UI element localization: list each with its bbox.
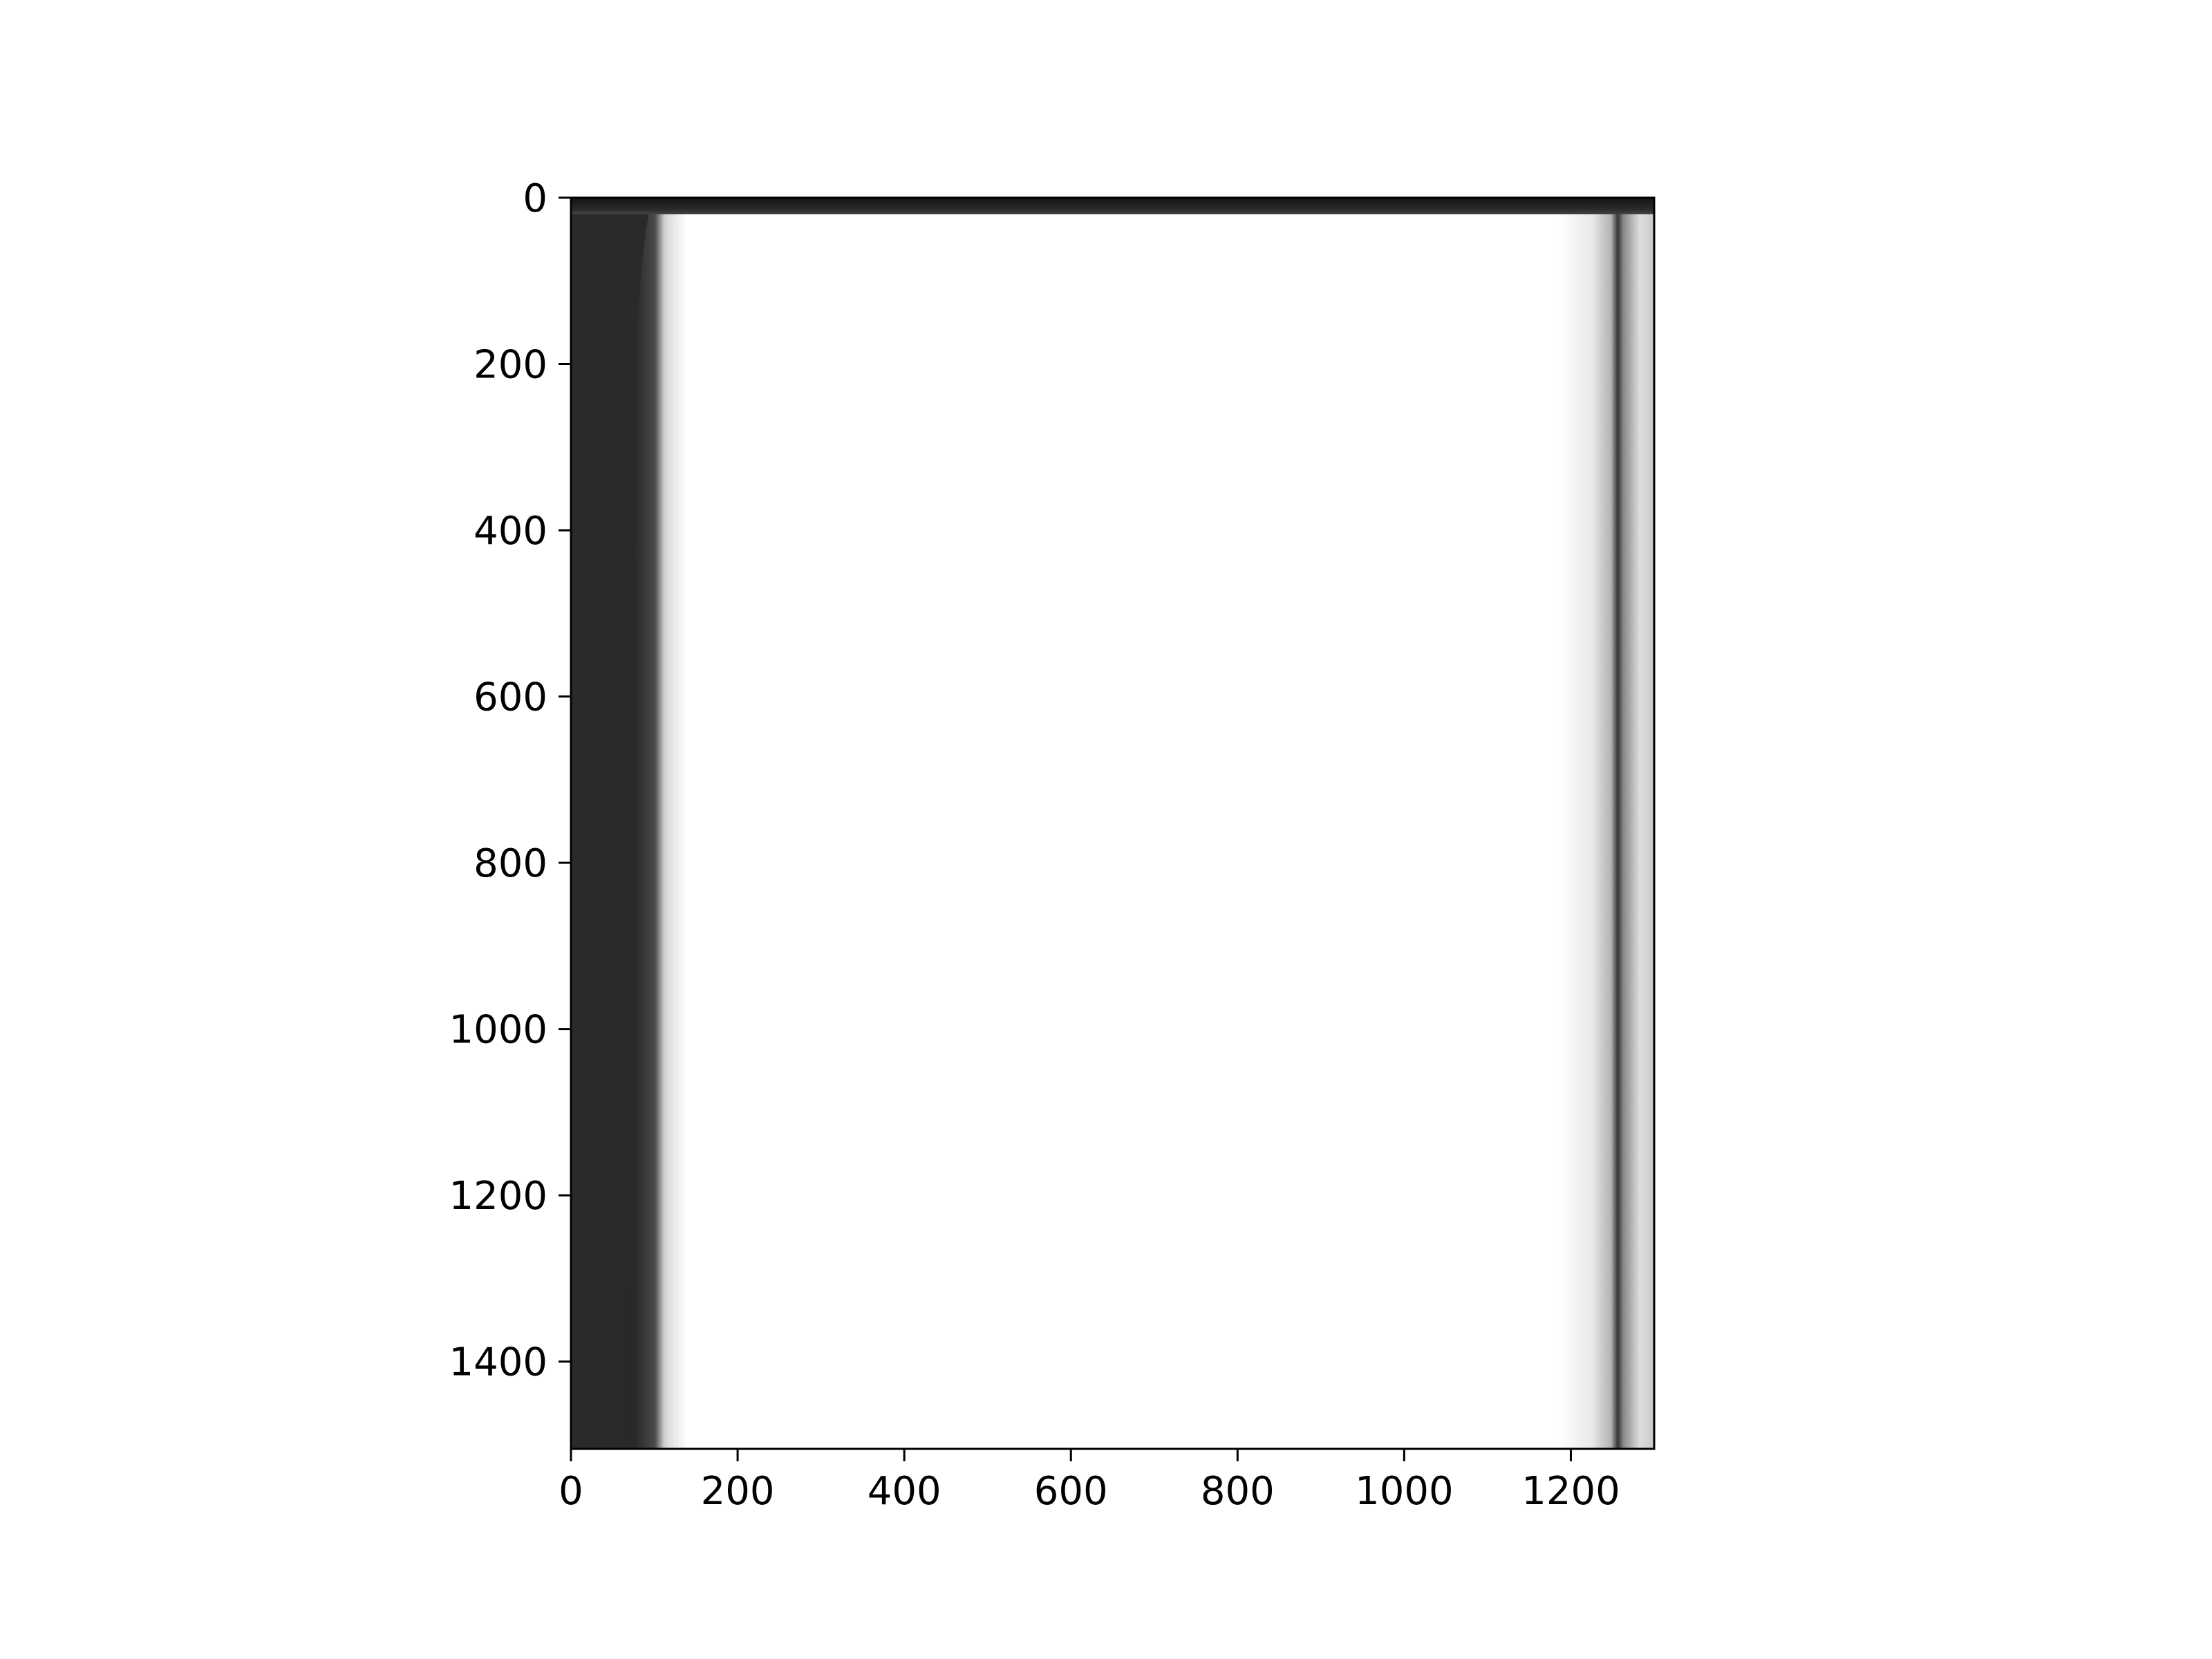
x-tick-label: 600 bbox=[1034, 1469, 1108, 1514]
x-tick-label: 1200 bbox=[1521, 1469, 1620, 1514]
x-tick-label: 0 bbox=[559, 1469, 583, 1514]
y-axis: 0 200 400 600 800 1000 1200 1400 bbox=[449, 176, 571, 1385]
page-background bbox=[571, 198, 1654, 1449]
y-tick-label: 200 bbox=[474, 343, 547, 388]
y-tick-label: 0 bbox=[523, 176, 547, 221]
x-tick-label: 400 bbox=[868, 1469, 941, 1514]
top-dark-band bbox=[571, 198, 1654, 215]
y-tick-label: 1200 bbox=[449, 1174, 547, 1219]
y-tick-label: 800 bbox=[474, 841, 547, 886]
y-tick-label: 1000 bbox=[449, 1008, 547, 1053]
x-tick-label: 200 bbox=[701, 1469, 775, 1514]
right-shadow-band bbox=[1558, 198, 1654, 1449]
y-tick-label: 1400 bbox=[449, 1340, 547, 1385]
left-page-curve bbox=[571, 198, 655, 1449]
scanned-page-image bbox=[571, 198, 1654, 1449]
axes-frame bbox=[570, 196, 1656, 1450]
y-tick-label: 600 bbox=[474, 675, 547, 720]
x-axis: 0 200 400 600 800 1000 1200 bbox=[559, 1449, 1620, 1514]
y-tick-label: 400 bbox=[474, 509, 547, 554]
x-tick-label: 800 bbox=[1201, 1469, 1275, 1514]
x-tick-label: 1000 bbox=[1355, 1469, 1454, 1514]
